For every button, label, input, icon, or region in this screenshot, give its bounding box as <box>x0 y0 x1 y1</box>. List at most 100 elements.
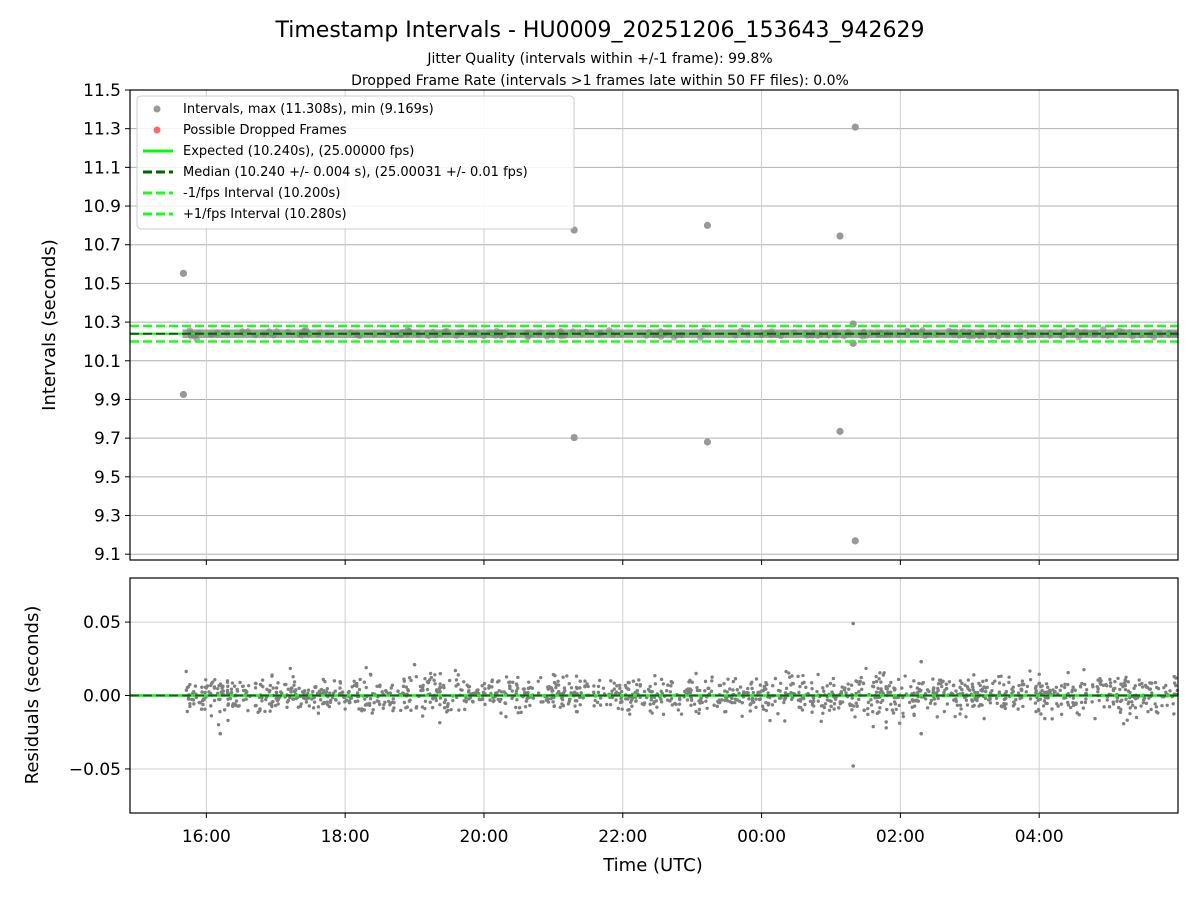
residual-point <box>547 686 551 691</box>
legend-minus-fps-label: -1/fps Interval (10.200s) <box>183 186 340 201</box>
residual-point <box>642 689 647 694</box>
residual-point <box>556 691 561 695</box>
residual-point <box>556 683 561 687</box>
residual-point <box>575 710 579 714</box>
residuals-panel: −0.05 0.00 0.05 16:00 18:00 20:00 22:00 00:00 02… <box>22 577 1179 847</box>
residual-point <box>879 680 883 684</box>
residual-point <box>884 686 888 691</box>
residual-point <box>238 680 242 685</box>
legend-dropped-marker <box>153 126 161 134</box>
residual-point <box>1108 684 1113 688</box>
residual-point <box>1133 684 1138 688</box>
residual-point <box>768 718 772 723</box>
residual-point <box>488 698 492 702</box>
residual-point <box>942 690 946 695</box>
intervals-ytick-label-9: 10.9 <box>83 197 121 217</box>
residual-point <box>370 711 374 715</box>
figure-title: Timestamp Intervals - HU0009_20251206_15… <box>274 18 924 43</box>
residual-point <box>209 714 214 718</box>
residual-point <box>737 699 742 703</box>
residual-point <box>649 697 653 702</box>
residual-point <box>958 703 963 708</box>
residual-point <box>677 702 682 706</box>
residual-point <box>874 679 879 684</box>
residual-point <box>1071 700 1075 705</box>
residual-point <box>1123 683 1127 687</box>
residual-point <box>1081 706 1086 710</box>
residual-point <box>190 691 195 695</box>
residual-point <box>592 684 596 688</box>
residuals-ytick-label-1: 0.00 <box>83 687 121 707</box>
residual-point <box>357 687 362 692</box>
residual-point <box>446 702 450 706</box>
residual-point <box>270 673 274 677</box>
residual-point <box>758 697 763 701</box>
residual-point <box>847 687 851 691</box>
residual-point <box>832 707 836 711</box>
residual-point <box>630 704 634 708</box>
residual-point <box>997 690 1002 694</box>
residual-point <box>907 700 912 705</box>
interval-outlier-point-0 <box>179 269 188 277</box>
residual-point <box>670 703 675 707</box>
residual-point <box>447 678 452 683</box>
residual-point <box>635 682 639 687</box>
residual-point <box>1090 700 1094 704</box>
interval-point <box>697 334 704 341</box>
residual-point <box>889 702 893 706</box>
residual-point <box>438 696 443 700</box>
residual-point <box>654 699 658 703</box>
residual-point <box>380 690 384 694</box>
residual-point <box>372 701 376 705</box>
residual-point <box>633 690 638 694</box>
residual-point <box>983 696 988 701</box>
residual-point <box>246 708 250 713</box>
residual-point <box>246 683 251 688</box>
residual-point <box>378 684 382 689</box>
residual-point <box>751 700 756 704</box>
residual-point <box>1071 685 1075 689</box>
residual-point <box>1042 699 1047 703</box>
residual-point <box>201 702 205 707</box>
residual-point <box>910 698 914 702</box>
residual-point <box>371 707 375 712</box>
residual-point <box>614 698 618 702</box>
residual-point <box>414 706 418 710</box>
residual-point <box>1066 700 1070 705</box>
residual-point <box>717 683 722 688</box>
residual-point <box>569 691 573 695</box>
residual-point <box>280 691 284 696</box>
residual-point <box>316 705 321 709</box>
residual-point <box>421 683 425 688</box>
residual-point <box>1143 683 1148 688</box>
residual-point <box>1040 688 1044 693</box>
residual-point <box>661 712 666 717</box>
residual-point <box>470 699 475 703</box>
residual-point <box>541 700 545 704</box>
residual-point <box>466 690 471 694</box>
residual-point <box>433 673 437 677</box>
residual-point <box>1012 702 1017 706</box>
residual-point <box>260 699 264 703</box>
residual-point <box>733 700 737 705</box>
residual-point <box>966 678 971 682</box>
residual-point <box>800 708 805 712</box>
residual-point <box>801 673 805 678</box>
residual-point <box>524 699 529 703</box>
residual-point <box>480 684 484 688</box>
residual-point <box>552 704 557 708</box>
interval-point <box>904 327 911 334</box>
residual-point <box>823 702 828 706</box>
residual-point <box>716 699 720 704</box>
residual-point <box>291 675 295 679</box>
residual-point <box>583 679 587 683</box>
residual-point <box>525 691 529 696</box>
residual-point <box>685 698 690 702</box>
residual-point <box>846 682 850 686</box>
residual-point <box>980 703 984 707</box>
residual-point <box>949 691 954 695</box>
residual-point <box>406 687 410 692</box>
residual-point <box>434 698 438 703</box>
residual-point <box>1066 682 1070 687</box>
